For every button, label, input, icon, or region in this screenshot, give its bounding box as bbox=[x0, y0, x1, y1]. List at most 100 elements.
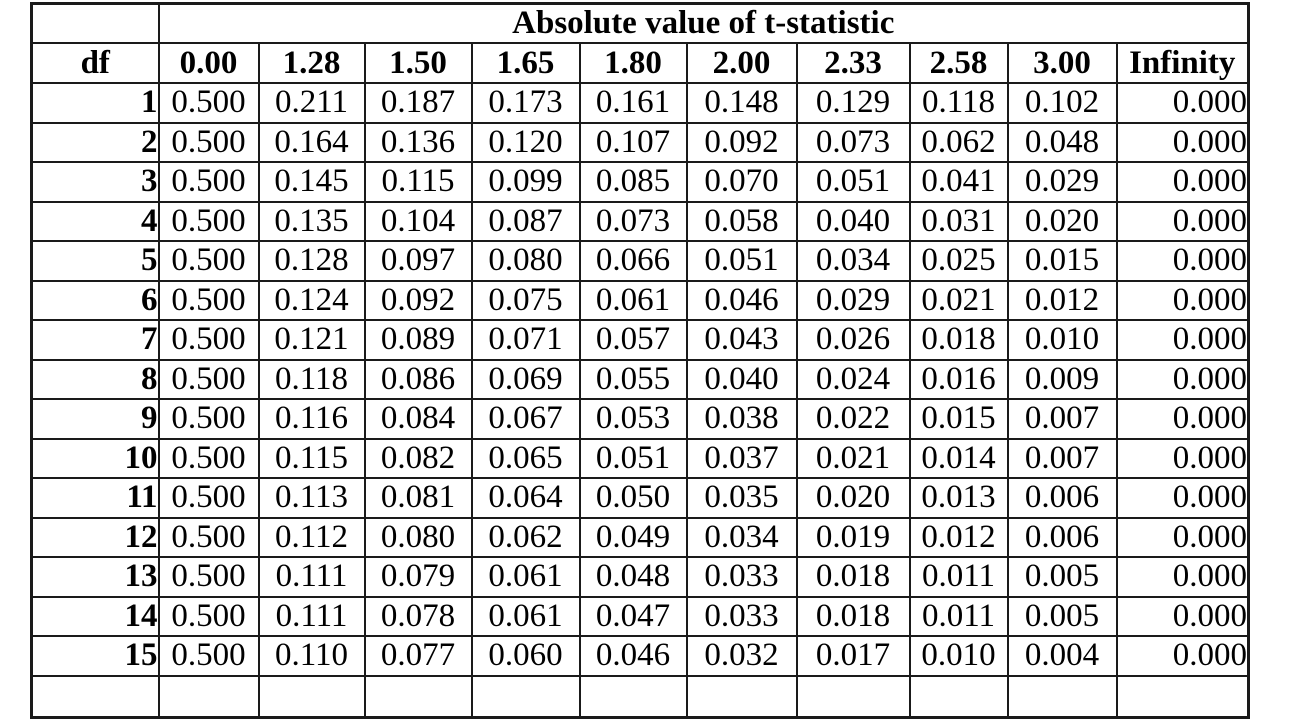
value-cell: 0.211 bbox=[257, 82, 366, 124]
value-cell: 0.500 bbox=[157, 635, 260, 677]
value-cell: 0.075 bbox=[470, 279, 581, 321]
value-cell: 0.024 bbox=[795, 358, 911, 400]
value-cell: 0.102 bbox=[1006, 82, 1118, 124]
table-row: 2 0.500 0.164 0.136 0.120 0.107 0.092 0.073 0.06… bbox=[30, 121, 1250, 163]
value-cell: 0.073 bbox=[795, 121, 911, 163]
value-cell: 0.019 bbox=[795, 516, 911, 558]
value-cell: 0.500 bbox=[157, 595, 260, 637]
column-header-3.00: 3.00 bbox=[1006, 42, 1118, 84]
value-cell: 0.006 bbox=[1006, 477, 1118, 519]
value-cell: 0.029 bbox=[1006, 161, 1118, 203]
value-cell: 0.031 bbox=[908, 200, 1009, 242]
value-cell: 0.053 bbox=[578, 398, 688, 440]
value-cell: 0.000 bbox=[1115, 398, 1250, 440]
value-cell: 0.040 bbox=[795, 200, 911, 242]
df-cell: 15 bbox=[30, 635, 160, 677]
value-cell: 0.041 bbox=[908, 161, 1009, 203]
value-cell: 0.021 bbox=[908, 279, 1009, 321]
value-cell: 0.006 bbox=[1006, 516, 1118, 558]
value-cell: 0.022 bbox=[795, 398, 911, 440]
value-cell: 0.073 bbox=[578, 200, 688, 242]
table-body: 1 0.500 0.211 0.187 0.173 0.161 0.148 0.129 0.11… bbox=[30, 82, 1250, 719]
table-row: 11 0.500 0.113 0.081 0.064 0.050 0.035 0.020 0.0… bbox=[30, 477, 1250, 519]
value-cell: 0.050 bbox=[578, 477, 688, 519]
value-cell: 0.500 bbox=[157, 319, 260, 361]
value-cell: 0.000 bbox=[1115, 240, 1250, 282]
value-cell: 0.089 bbox=[363, 319, 473, 361]
header-row: df 0.00 1.28 1.50 1.65 1.80 2.00 2.33 2.… bbox=[30, 42, 1250, 84]
value-cell: 0.005 bbox=[1006, 556, 1118, 598]
table-row: 15 0.500 0.110 0.077 0.060 0.046 0.032 0.017 0.0… bbox=[30, 635, 1250, 677]
value-cell: 0.033 bbox=[685, 595, 798, 637]
value-cell: 0.000 bbox=[1115, 358, 1250, 400]
value-cell: 0.082 bbox=[363, 437, 473, 479]
value-cell: 0.060 bbox=[470, 635, 581, 677]
value-cell: 0.034 bbox=[685, 516, 798, 558]
value-cell: 0.111 bbox=[257, 556, 366, 598]
value-cell: 0.007 bbox=[1006, 398, 1118, 440]
column-header-1.50: 1.50 bbox=[363, 42, 473, 84]
value-cell: 0.061 bbox=[578, 279, 688, 321]
value-cell: 0.500 bbox=[157, 121, 260, 163]
value-cell: 0.164 bbox=[257, 121, 366, 163]
table-row: 3 0.500 0.145 0.115 0.099 0.085 0.070 0.051 0.04… bbox=[30, 161, 1250, 203]
value-cell: 0.104 bbox=[363, 200, 473, 242]
value-cell: 0.128 bbox=[257, 240, 366, 282]
value-cell: 0.062 bbox=[470, 516, 581, 558]
value-cell: 0.115 bbox=[257, 437, 366, 479]
column-header-infinity: Infinity bbox=[1115, 42, 1250, 84]
value-cell: 0.099 bbox=[470, 161, 581, 203]
value-cell: 0.051 bbox=[685, 240, 798, 282]
column-header-2.33: 2.33 bbox=[795, 42, 911, 84]
value-cell: 0.021 bbox=[795, 437, 911, 479]
table-row: 4 0.500 0.135 0.104 0.087 0.073 0.058 0.040 0.03… bbox=[30, 200, 1250, 242]
value-cell: 0.500 bbox=[157, 556, 260, 598]
table-row: 9 0.500 0.116 0.084 0.067 0.053 0.038 0.022 0.01… bbox=[30, 398, 1250, 440]
value-cell: 0.046 bbox=[685, 279, 798, 321]
value-cell: 0.012 bbox=[908, 516, 1009, 558]
value-cell: 0.015 bbox=[908, 398, 1009, 440]
column-header-2.58: 2.58 bbox=[908, 42, 1009, 84]
value-cell: 0.010 bbox=[908, 635, 1009, 677]
value-cell: 0.118 bbox=[908, 82, 1009, 124]
value-cell: 0.110 bbox=[257, 635, 366, 677]
value-cell: 0.016 bbox=[908, 358, 1009, 400]
value-cell: 0.048 bbox=[578, 556, 688, 598]
column-header-0.00: 0.00 bbox=[157, 42, 260, 84]
table-row: 7 0.500 0.121 0.089 0.071 0.057 0.043 0.026 0.01… bbox=[30, 319, 1250, 361]
value-cell: 0.000 bbox=[1115, 319, 1250, 361]
value-cell: 0.051 bbox=[578, 437, 688, 479]
value-cell: 0.000 bbox=[1115, 279, 1250, 321]
value-cell: 0.070 bbox=[685, 161, 798, 203]
value-cell: 0.500 bbox=[157, 82, 260, 124]
table-row: 10 0.500 0.115 0.082 0.065 0.051 0.037 0.021 0.0… bbox=[30, 437, 1250, 479]
df-cell: 9 bbox=[30, 398, 160, 440]
value-cell: 0.035 bbox=[685, 477, 798, 519]
value-cell: 0.000 bbox=[1115, 477, 1250, 519]
column-header-2.00: 2.00 bbox=[685, 42, 798, 84]
value-cell: 0.007 bbox=[1006, 437, 1118, 479]
table-row: 12 0.500 0.112 0.080 0.062 0.049 0.034 0.019 0.0… bbox=[30, 516, 1250, 558]
value-cell: 0.049 bbox=[578, 516, 688, 558]
value-cell: 0.000 bbox=[1115, 516, 1250, 558]
value-cell: 0.173 bbox=[470, 82, 581, 124]
value-cell: 0.018 bbox=[908, 319, 1009, 361]
value-cell: 0.064 bbox=[470, 477, 581, 519]
value-cell: 0.043 bbox=[685, 319, 798, 361]
df-column-header: df bbox=[30, 42, 160, 84]
df-cell: 13 bbox=[30, 556, 160, 598]
df-cell: 14 bbox=[30, 595, 160, 637]
value-cell: 0.034 bbox=[795, 240, 911, 282]
value-cell: 0.038 bbox=[685, 398, 798, 440]
value-cell: 0.004 bbox=[1006, 635, 1118, 677]
corner-empty-cell bbox=[30, 2, 160, 44]
value-cell: 0.081 bbox=[363, 477, 473, 519]
value-cell: 0.067 bbox=[470, 398, 581, 440]
df-cell: 1 bbox=[30, 82, 160, 124]
value-cell: 0.000 bbox=[1115, 595, 1250, 637]
value-cell: 0.500 bbox=[157, 358, 260, 400]
value-cell: 0.000 bbox=[1115, 161, 1250, 203]
df-cell: 11 bbox=[30, 477, 160, 519]
t-statistic-table: Absolute value of t-statistic df 0.00 1.… bbox=[30, 2, 1250, 719]
value-cell: 0.026 bbox=[795, 319, 911, 361]
